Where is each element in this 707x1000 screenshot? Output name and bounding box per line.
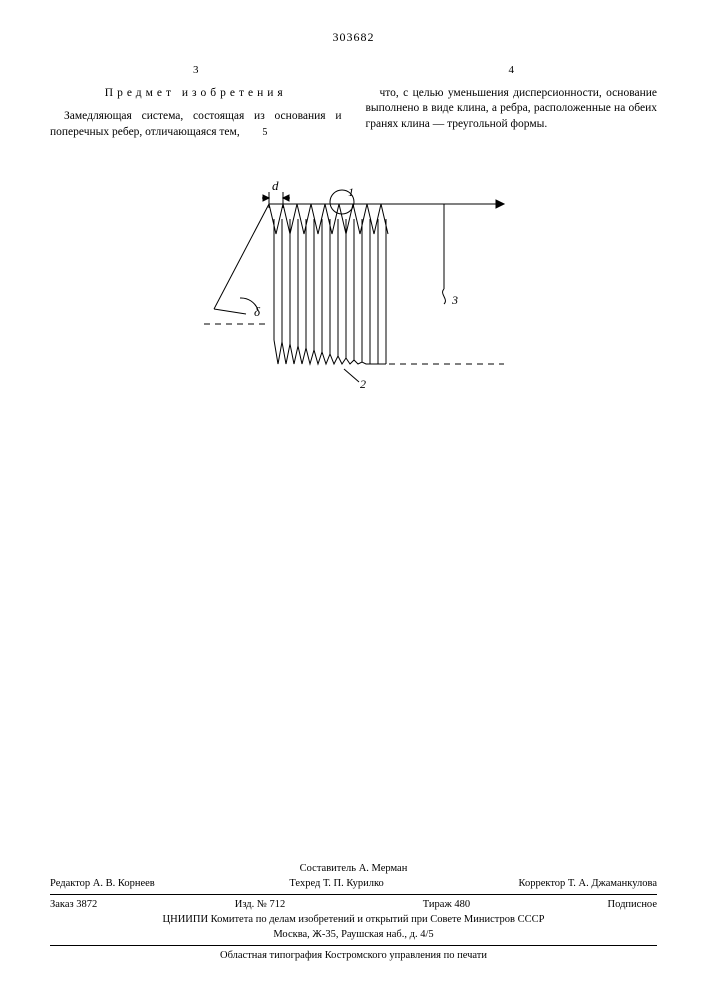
addr: Москва, Ж-35, Раушская наб., д. 4/5 (50, 928, 657, 943)
label-3: 3 (451, 293, 458, 307)
doc-number: 303682 (50, 30, 657, 45)
tirage: Тираж 480 (423, 898, 470, 913)
compiler: Составитель А. Мерман (50, 862, 657, 877)
tehred: Техред Т. П. Курилко (289, 877, 383, 892)
typography: Областная типография Костромского управл… (50, 949, 657, 964)
right-col-number: 4 (366, 63, 658, 78)
corrector: Корректор Т. А. Джаманкулова (518, 877, 657, 892)
left-col-number: 3 (50, 63, 342, 78)
figure-svg: d 1 δ (174, 164, 534, 394)
org: ЦНИИПИ Комитета по делам изобретений и о… (50, 913, 657, 928)
right-column: 4 что, с целью уменьшения дисперсионност… (366, 63, 658, 140)
text-columns: 3 Предмет изобретения Замедляющая систем… (50, 63, 657, 140)
label-delta: δ (254, 304, 261, 319)
left-body: Замедляющая система, состоящая из основа… (50, 109, 342, 140)
left-text: Замедляющая система, состоящая из основа… (50, 110, 342, 138)
order: Заказ 3872 (50, 898, 97, 913)
izd: Изд. № 712 (235, 898, 286, 913)
sign: Подписное (608, 898, 657, 913)
left-column: 3 Предмет изобретения Замедляющая систем… (50, 63, 342, 140)
label-d: d (272, 178, 279, 193)
subject-title: Предмет изобретения (50, 86, 342, 102)
editor: Редактор А. В. Корнеев (50, 877, 155, 892)
label-1: 1 (348, 185, 354, 199)
label-2: 2 (360, 377, 366, 391)
footer: Составитель А. Мерман Редактор А. В. Кор… (50, 862, 657, 964)
line-marker: 5 (248, 126, 260, 140)
right-body: что, с целью уменьшения дисперсионности,… (366, 86, 658, 133)
figure: d 1 δ (50, 164, 657, 399)
